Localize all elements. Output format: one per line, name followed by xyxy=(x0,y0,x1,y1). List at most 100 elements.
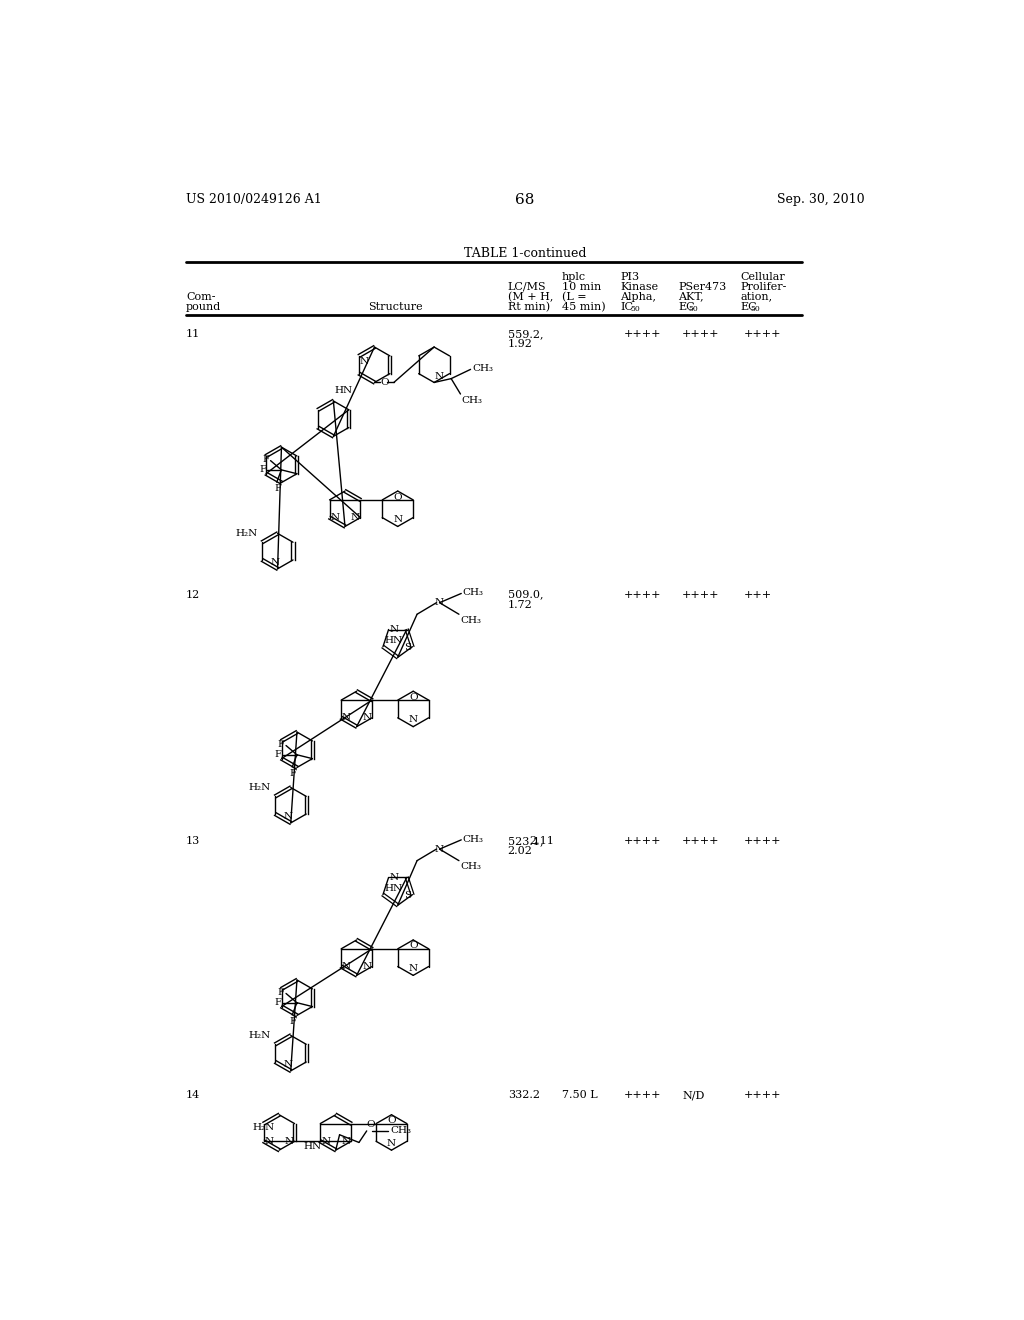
Text: 1.72: 1.72 xyxy=(508,599,532,610)
Text: 14: 14 xyxy=(186,1090,201,1100)
Text: N: N xyxy=(435,598,444,607)
Text: N: N xyxy=(270,558,280,568)
Text: S: S xyxy=(403,643,411,652)
Text: ++++: ++++ xyxy=(744,836,781,846)
Text: H₂N: H₂N xyxy=(249,783,270,792)
Text: Prolifer-: Prolifer- xyxy=(740,281,786,292)
Text: PSer473: PSer473 xyxy=(678,281,726,292)
Text: N: N xyxy=(331,513,340,523)
Text: 523.1,: 523.1, xyxy=(508,836,544,846)
Text: CH₃: CH₃ xyxy=(463,589,483,597)
Text: O: O xyxy=(409,941,418,950)
Text: N: N xyxy=(409,964,418,973)
Text: ++++: ++++ xyxy=(624,1090,662,1100)
Text: Sep. 30, 2010: Sep. 30, 2010 xyxy=(776,193,864,206)
Text: F: F xyxy=(274,750,282,759)
Text: IC: IC xyxy=(621,302,633,313)
Text: F: F xyxy=(278,741,285,750)
Text: ++++: ++++ xyxy=(624,836,662,846)
Text: N: N xyxy=(341,1137,350,1146)
Text: F: F xyxy=(262,455,269,465)
Text: HN: HN xyxy=(385,883,402,892)
Text: 10 min: 10 min xyxy=(562,281,601,292)
Text: N: N xyxy=(362,713,372,722)
Text: 11: 11 xyxy=(186,330,201,339)
Text: 50: 50 xyxy=(630,305,640,313)
Text: N/D: N/D xyxy=(682,1090,705,1100)
Text: Alpha,: Alpha, xyxy=(621,292,656,301)
Text: 50: 50 xyxy=(751,305,760,313)
Text: N: N xyxy=(285,1137,294,1146)
Text: 12: 12 xyxy=(186,590,201,599)
Text: CH₃: CH₃ xyxy=(472,364,494,374)
Text: TABLE 1-continued: TABLE 1-continued xyxy=(464,247,586,260)
Text: Cellular: Cellular xyxy=(740,272,785,281)
Text: H₂N: H₂N xyxy=(249,1031,270,1040)
Text: CH₃: CH₃ xyxy=(461,396,482,404)
Text: S: S xyxy=(403,891,411,900)
Text: N: N xyxy=(387,1139,396,1148)
Text: ++++: ++++ xyxy=(682,836,720,846)
Text: CH₃: CH₃ xyxy=(390,1126,411,1135)
Text: N: N xyxy=(409,715,418,725)
Text: N: N xyxy=(342,713,351,722)
Text: EC: EC xyxy=(740,302,757,313)
Text: N: N xyxy=(359,356,369,366)
Text: N: N xyxy=(342,962,351,972)
Text: 1.92: 1.92 xyxy=(508,339,532,350)
Text: AKT,: AKT, xyxy=(678,292,703,301)
Text: 50: 50 xyxy=(688,305,698,313)
Text: CH₃: CH₃ xyxy=(461,615,481,624)
Text: N: N xyxy=(435,845,444,854)
Text: 2.11: 2.11 xyxy=(529,836,554,846)
Text: ++++: ++++ xyxy=(682,590,720,599)
Text: Kinase: Kinase xyxy=(621,281,658,292)
Text: PI3: PI3 xyxy=(621,272,639,281)
Text: 7.50 L: 7.50 L xyxy=(562,1090,598,1100)
Text: Structure: Structure xyxy=(369,302,423,313)
Text: Com-: Com- xyxy=(186,292,216,301)
Text: O: O xyxy=(387,1117,396,1125)
Text: 332.2: 332.2 xyxy=(508,1090,540,1100)
Text: HN: HN xyxy=(385,636,402,644)
Text: LC/MS: LC/MS xyxy=(508,281,547,292)
Text: H₂N: H₂N xyxy=(252,1123,274,1133)
Text: US 2010/0249126 A1: US 2010/0249126 A1 xyxy=(186,193,322,206)
Text: O: O xyxy=(367,1121,376,1130)
Text: 559.2,: 559.2, xyxy=(508,330,544,339)
Text: CH₃: CH₃ xyxy=(461,862,481,871)
Text: ++++: ++++ xyxy=(744,330,781,339)
Text: 13: 13 xyxy=(186,836,201,846)
Text: F: F xyxy=(290,1016,297,1026)
Text: F: F xyxy=(290,768,297,777)
Text: N: N xyxy=(284,1060,293,1069)
Text: ++++: ++++ xyxy=(624,330,662,339)
Text: H₂N: H₂N xyxy=(236,529,257,537)
Text: O: O xyxy=(393,492,402,502)
Text: N: N xyxy=(284,812,293,821)
Text: Rt min): Rt min) xyxy=(508,302,550,313)
Text: HN: HN xyxy=(335,385,353,395)
Text: hplc: hplc xyxy=(562,272,586,281)
Text: 68: 68 xyxy=(515,193,535,207)
Text: HN: HN xyxy=(304,1142,322,1151)
Text: N: N xyxy=(393,515,402,524)
Text: 45 min): 45 min) xyxy=(562,302,605,313)
Text: N: N xyxy=(362,962,372,972)
Text: F: F xyxy=(278,989,285,997)
Text: N: N xyxy=(350,513,359,523)
Text: (L =: (L = xyxy=(562,292,587,302)
Text: (M + H,: (M + H, xyxy=(508,292,553,302)
Text: ++++: ++++ xyxy=(624,590,662,599)
Text: O: O xyxy=(381,378,389,387)
Text: ++++: ++++ xyxy=(744,1090,781,1100)
Text: pound: pound xyxy=(186,302,221,313)
Text: EC: EC xyxy=(678,302,695,313)
Text: F: F xyxy=(274,483,281,492)
Text: O: O xyxy=(409,693,418,702)
Text: ++++: ++++ xyxy=(682,330,720,339)
Text: N: N xyxy=(264,1137,273,1146)
Text: N: N xyxy=(389,624,398,634)
Text: 2.02: 2.02 xyxy=(508,846,532,855)
Text: F: F xyxy=(274,998,282,1007)
